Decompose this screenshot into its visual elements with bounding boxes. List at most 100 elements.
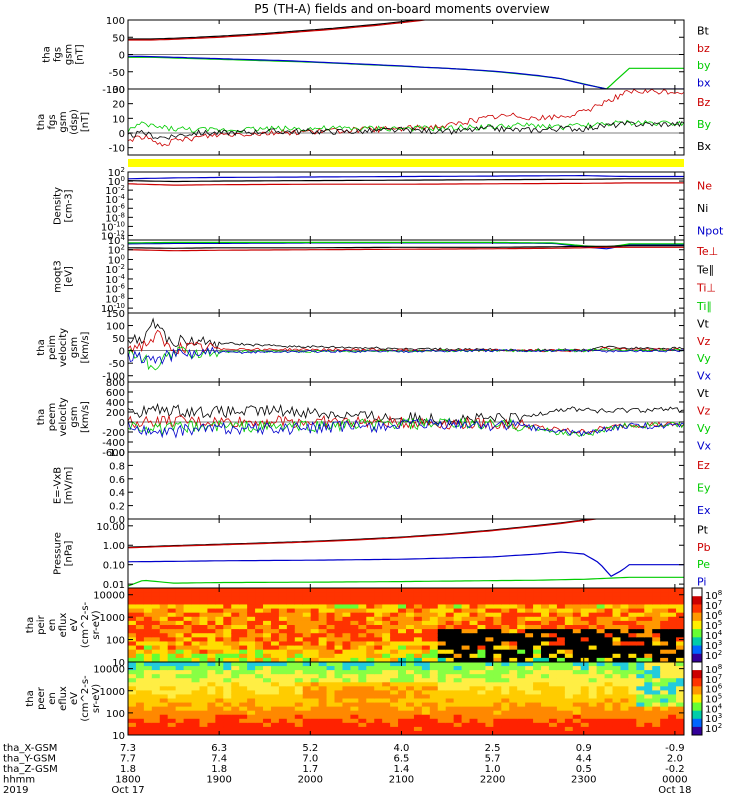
spectrogram-cell bbox=[604, 657, 614, 662]
spectrogram-cell bbox=[263, 706, 272, 712]
spectrogram-cell bbox=[676, 718, 684, 724]
spectrogram-cell bbox=[636, 722, 645, 728]
spectrogram-cell bbox=[278, 690, 288, 696]
spectrogram-cell bbox=[429, 730, 439, 735]
spectrogram-cell bbox=[247, 645, 256, 651]
spectrogram-cell bbox=[668, 637, 677, 643]
spectrogram-cell bbox=[572, 629, 582, 634]
spectrogram-cell bbox=[247, 682, 256, 687]
colorbar-tick-label: 106 bbox=[705, 683, 723, 696]
spectrogram-cell bbox=[207, 637, 216, 643]
spectrogram-cell bbox=[350, 625, 359, 630]
spectrogram-cell bbox=[660, 702, 669, 708]
spectrogram-cell bbox=[278, 616, 288, 622]
spectrogram-cell bbox=[286, 616, 296, 622]
spectrogram-cell bbox=[247, 694, 256, 700]
legend-label-1: Bt bbox=[697, 25, 710, 38]
spectrogram-cell bbox=[406, 620, 415, 626]
spectrogram-cell bbox=[366, 718, 375, 724]
spectrogram-cell bbox=[421, 718, 431, 724]
spectrogram-cell bbox=[628, 612, 637, 618]
spectrogram-cell bbox=[382, 722, 391, 728]
spectrogram-cell bbox=[413, 657, 423, 662]
spectrogram-cell bbox=[453, 653, 463, 659]
spectrogram-cell bbox=[493, 722, 502, 728]
spectrogram-cell bbox=[580, 616, 590, 622]
spectrogram-cell bbox=[541, 726, 550, 732]
spectrogram-cell bbox=[255, 629, 264, 634]
spectrogram-cell bbox=[453, 588, 463, 593]
spectrogram-cell bbox=[628, 649, 637, 655]
spectrogram-cell bbox=[151, 710, 161, 716]
spectrogram-cell bbox=[612, 674, 622, 679]
spectrogram-cell bbox=[207, 686, 216, 691]
spectrogram-cell bbox=[135, 596, 145, 601]
x-tick-value: 2100 bbox=[389, 775, 414, 786]
spectrogram-cell bbox=[278, 592, 288, 597]
spectrogram-cell bbox=[660, 645, 669, 651]
spectrogram-cell bbox=[239, 674, 248, 679]
spectrogram-cell bbox=[255, 645, 264, 651]
spectrogram-cell bbox=[358, 662, 367, 667]
spectrogram-cell bbox=[668, 674, 677, 679]
spectrogram-cell bbox=[580, 637, 590, 643]
spectrogram-cell bbox=[223, 662, 232, 667]
spectrogram-cell bbox=[660, 726, 669, 732]
spectrogram-cell bbox=[318, 633, 328, 638]
spectrogram-cell bbox=[398, 612, 407, 618]
spectrogram-cell bbox=[207, 608, 216, 614]
spectrogram-cell bbox=[135, 625, 145, 630]
spectrogram-cell bbox=[286, 653, 296, 659]
spectrogram-cell bbox=[636, 666, 645, 671]
spectrogram-cell bbox=[350, 588, 359, 593]
spectrogram-cell bbox=[628, 694, 637, 700]
spectrogram-cell bbox=[628, 714, 637, 720]
spectrogram-cell bbox=[660, 641, 669, 647]
spectrogram-cell bbox=[413, 645, 423, 651]
spectrogram-cell bbox=[676, 649, 684, 655]
spectrogram-cell bbox=[437, 637, 447, 643]
spectrogram-cell bbox=[541, 690, 550, 696]
spectrogram-cell bbox=[270, 694, 280, 700]
spectrogram-cell bbox=[286, 722, 296, 728]
spectrogram-cell bbox=[342, 645, 351, 651]
spectrogram-cell bbox=[191, 600, 201, 606]
spectrogram-cell bbox=[215, 674, 224, 679]
spectrogram-cell bbox=[310, 666, 320, 671]
spectrogram-cell bbox=[191, 682, 201, 687]
y-tick-label: 0 bbox=[119, 51, 125, 62]
spectrogram-cell bbox=[366, 600, 375, 606]
y-tick-label: 10000 bbox=[93, 665, 125, 676]
spectrogram-cell bbox=[239, 730, 248, 735]
spectrogram-cell bbox=[548, 718, 558, 724]
spectrogram-cell bbox=[270, 653, 280, 659]
spectrogram-cell bbox=[628, 726, 637, 732]
spectrogram-cell bbox=[326, 649, 336, 655]
spectrogram-cell bbox=[477, 604, 487, 610]
spectrogram-cell bbox=[223, 682, 232, 687]
spectrogram-cell bbox=[167, 666, 177, 671]
spectrogram-cell bbox=[477, 620, 487, 626]
spectrogram-cell bbox=[676, 662, 684, 667]
spectrogram-cell bbox=[676, 641, 684, 647]
spectrogram-cell bbox=[199, 616, 209, 622]
spectrogram-cell bbox=[509, 657, 518, 662]
spectrogram-cell bbox=[294, 629, 304, 634]
spectrogram-cell bbox=[461, 662, 471, 667]
spectrogram-cell bbox=[676, 653, 684, 659]
spectrogram-cell bbox=[390, 698, 399, 704]
legend-label-4: Vx bbox=[697, 369, 712, 382]
spectrogram-cell bbox=[421, 608, 431, 614]
spectrogram-cell bbox=[572, 722, 582, 728]
spectrogram-cell bbox=[199, 625, 209, 630]
spectrogram-cell bbox=[644, 722, 653, 728]
spectrogram-cell bbox=[199, 649, 209, 655]
series-line-Bx bbox=[128, 121, 684, 140]
spectrogram-cell bbox=[294, 612, 304, 618]
spectrogram-cell bbox=[612, 686, 622, 691]
spectrogram-cell bbox=[612, 714, 622, 720]
spectrogram-cell bbox=[596, 612, 606, 618]
spectrogram-cell bbox=[350, 657, 359, 662]
spectrogram-cell bbox=[294, 616, 304, 622]
x-row-label: tha_Z-GSM bbox=[3, 764, 58, 775]
